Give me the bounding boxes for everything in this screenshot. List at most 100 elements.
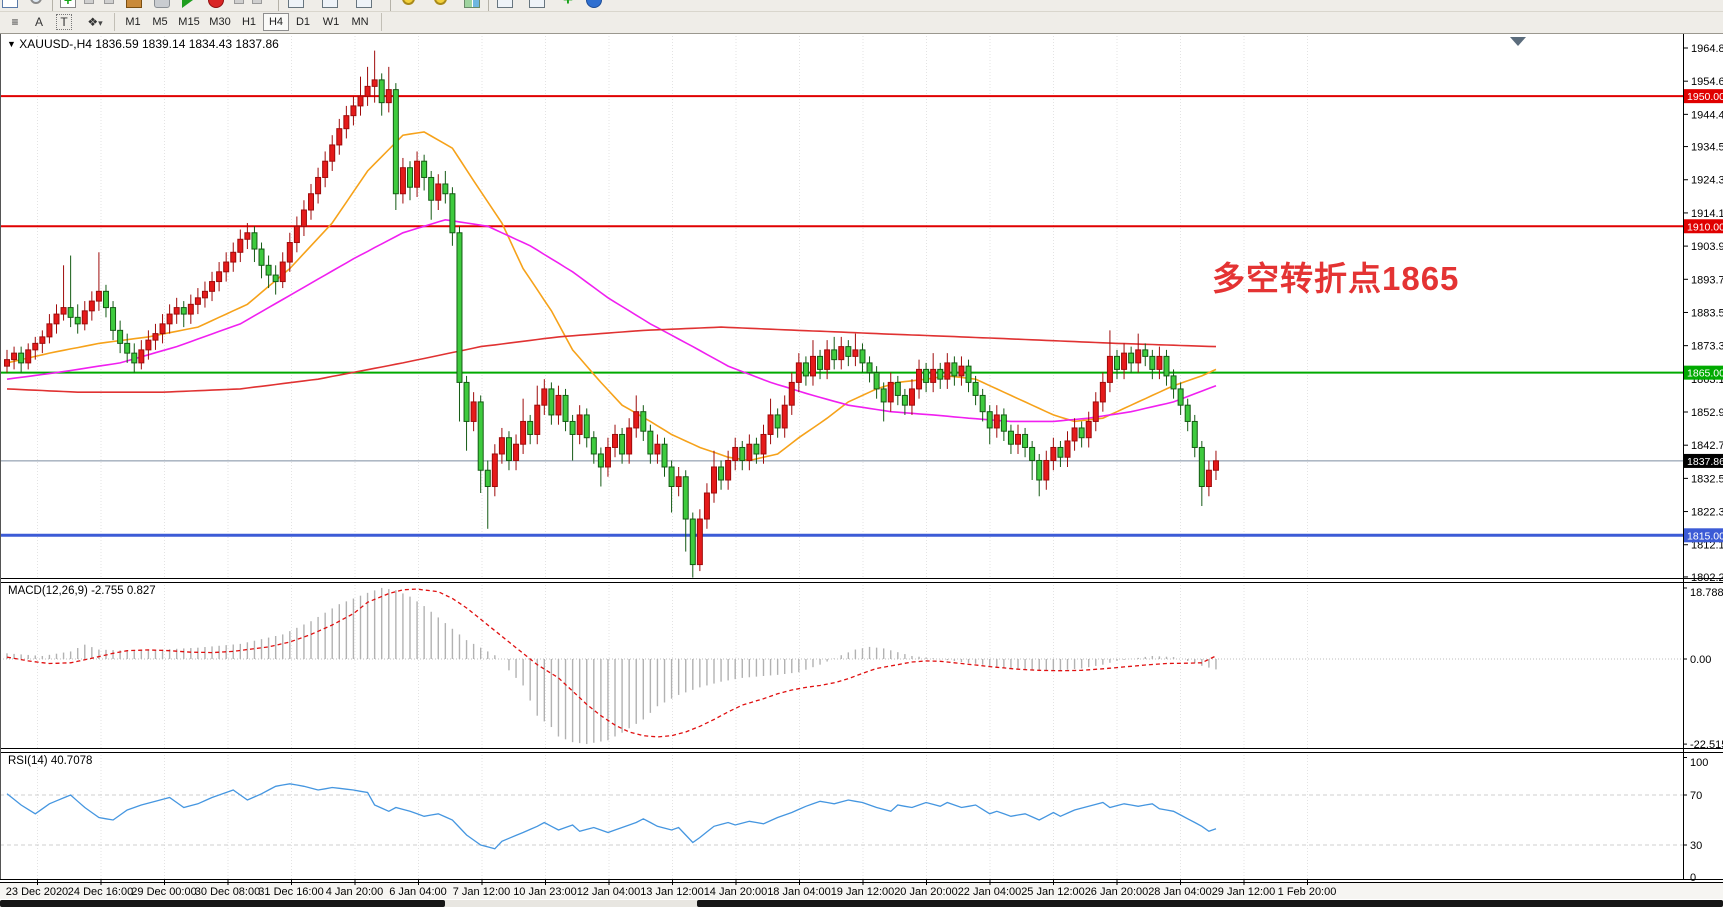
rsi-indicator-label: RSI(14) 40.7078 [8, 755, 93, 767]
price-tick-label: 1873.30 [1691, 341, 1723, 353]
rsi-axis: 100 70 30 0 [1683, 757, 1708, 884]
timeframe-button-mn[interactable]: MN [351, 16, 369, 28]
date-tick-label: 18 Jan 04:00 [767, 886, 831, 898]
price-tick-label: 1812.10 [1691, 540, 1723, 552]
bottom-bar-segment [697, 900, 1723, 907]
annotation-text: 多空转折点1865 [1212, 260, 1460, 297]
price-axis: 1964.80 1954.60 1944.40 1934.50 1924.30 1914.… [1683, 43, 1723, 584]
price-tick-label: 1914.10 [1691, 208, 1723, 220]
date-tick-label: 23 Dec 2020 [6, 886, 68, 898]
date-tick-label: 29 Jan 12:00 [1212, 886, 1276, 898]
timeframe-button-m1[interactable]: M1 [125, 16, 141, 28]
auto-scroll-icon[interactable] [497, 0, 513, 8]
price-tick-label: 1903.90 [1691, 241, 1723, 253]
shapes-tool[interactable]: ❖▾ [80, 13, 110, 31]
timeframe-button-m15[interactable]: M15 [178, 16, 200, 28]
date-tick-label: 26 Jan 20:00 [1085, 886, 1149, 898]
timeframe-button-h1[interactable]: H1 [241, 16, 257, 28]
timeframe-button-d1[interactable]: D1 [295, 16, 311, 28]
toolbar-separator [114, 13, 115, 31]
options-icon[interactable] [252, 0, 262, 4]
toolbar-separator [488, 0, 489, 11]
date-tick-label: 24 Dec 16:00 [68, 886, 133, 898]
date-tick-label: 29 Dec 00:00 [131, 886, 196, 898]
price-tag-label: 1815.00 [1687, 530, 1723, 542]
new-window-icon[interactable]: + [60, 0, 76, 8]
shapes-tool-icon: ❖ [87, 15, 99, 29]
macd-axis: 18.788 0.00 -22.515 [1683, 587, 1723, 751]
tile-windows-icon[interactable] [464, 0, 480, 8]
market-watch-icon[interactable] [84, 0, 94, 4]
new-chart-icon[interactable] [2, 0, 18, 8]
price-tick-label: 1802.20 [1691, 572, 1723, 584]
cursor-tool[interactable]: ≡ [4, 13, 26, 31]
bottom-bar-segment [0, 900, 445, 907]
chart-candle-mode-icon[interactable] [322, 0, 338, 8]
macd-signal-line [6, 588, 1217, 738]
data-window-icon[interactable] [104, 0, 114, 4]
chart-line-mode-icon[interactable] [356, 0, 372, 8]
cursor-tool-icon: ≡ [11, 15, 19, 29]
price-tag [1684, 528, 1723, 543]
date-tick-label: 10 Jan 23:00 [513, 886, 577, 898]
timeframe-button-w1[interactable]: W1 [322, 16, 340, 28]
date-tick-label: 31 Dec 16:00 [258, 886, 323, 898]
price-tag-label: 1837.86 [1687, 456, 1723, 468]
price-tag [1684, 89, 1723, 104]
date-tick-label: 14 Jan 20:00 [704, 886, 768, 898]
toolbar-separator [52, 0, 53, 11]
macd-histogram [6, 587, 1217, 745]
date-tick-label: 19 Jan 12:00 [831, 886, 895, 898]
rsi-tick-label: 0 [1690, 872, 1696, 884]
grid-lines [37, 33, 1308, 879]
price-tick-label: 1924.30 [1691, 175, 1723, 187]
chart-shift-icon[interactable] [529, 0, 545, 8]
price-tick-label: 1934.50 [1691, 142, 1723, 154]
timeframe-button-h4[interactable]: H4 [263, 13, 289, 31]
price-tick-label: 1852.90 [1691, 407, 1723, 419]
add-indicator-icon[interactable]: + [560, 0, 576, 8]
chart-collapse-icon[interactable]: ▼ [7, 39, 16, 49]
toolbar-separator [278, 0, 279, 11]
date-tick-label: 1 Feb 20:00 [1278, 886, 1337, 898]
font-tool[interactable]: A [28, 13, 50, 31]
chart-bar-mode-icon[interactable] [288, 0, 304, 8]
ma-fast-orange [6, 131, 1217, 462]
terminal-icon[interactable] [154, 0, 170, 8]
toolbar-separator [381, 13, 382, 31]
price-tick-label: 1893.70 [1691, 274, 1723, 286]
autotrading-icon[interactable] [182, 0, 193, 8]
rsi-tick-label: 100 [1690, 757, 1708, 769]
macd-tick-label: -22.515 [1690, 739, 1723, 751]
strategy-tester-icon[interactable] [234, 0, 244, 4]
scroll-to-end-icon [1510, 37, 1526, 46]
date-tick-label: 6 Jan 04:00 [389, 886, 447, 898]
price-tag-label: 1910.00 [1687, 221, 1723, 233]
macd-tick-label: 0.00 [1690, 654, 1711, 666]
text-label-tool[interactable]: T [52, 13, 76, 31]
price-tick-label: 1954.60 [1691, 76, 1723, 88]
price-tick-label: 1822.30 [1691, 507, 1723, 519]
price-tag [1684, 365, 1723, 380]
date-tick-label: 12 Jan 04:00 [577, 886, 641, 898]
timeframe-button-m30[interactable]: M30 [209, 16, 231, 28]
price-tags: 1950.00 1910.00 1865.00 1815.00 1837.86 [1684, 89, 1723, 543]
price-tag [1684, 453, 1723, 468]
toolbar-separator [390, 0, 391, 11]
chart-ohlc-title: ▼ XAUUSD-,H4 1836.59 1839.14 1834.43 183… [7, 37, 279, 51]
macd-tick-label: 18.788 [1690, 587, 1723, 599]
ma-slow-red [6, 326, 1217, 394]
timeframe-button-m5[interactable]: M5 [152, 16, 168, 28]
price-tick-label: 1944.40 [1691, 109, 1723, 121]
rsi-tick-label: 70 [1690, 790, 1702, 802]
rsi-tick-label: 30 [1690, 840, 1702, 852]
price-tick-label: 1832.50 [1691, 473, 1723, 485]
price-tag [1684, 219, 1723, 234]
navigator-icon[interactable] [126, 0, 142, 8]
price-tag-label: 1950.00 [1687, 91, 1723, 103]
horizontal-lines [0, 95, 1683, 537]
chart-background [0, 33, 1723, 907]
